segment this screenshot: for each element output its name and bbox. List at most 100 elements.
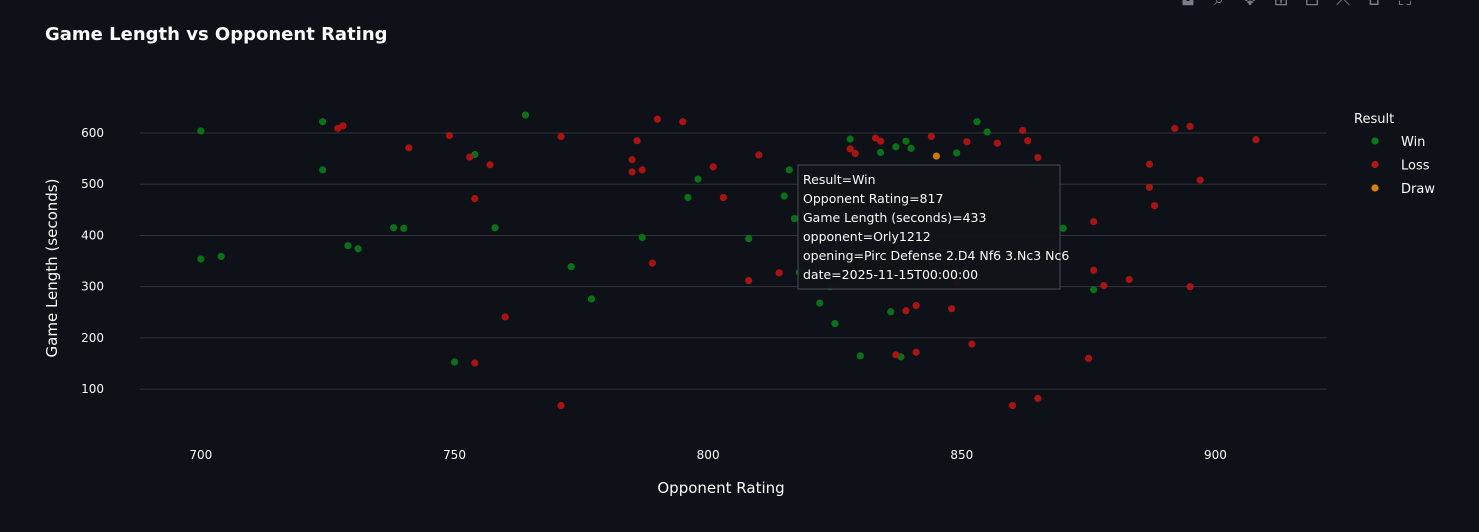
point-loss[interactable] <box>405 144 413 152</box>
point-win[interactable] <box>400 224 408 232</box>
point-win[interactable] <box>450 358 459 366</box>
point-loss[interactable] <box>1034 153 1042 162</box>
point-win[interactable] <box>197 127 205 135</box>
point-loss[interactable] <box>1090 218 1098 226</box>
point-loss[interactable] <box>471 194 479 203</box>
point-loss[interactable] <box>466 153 474 161</box>
point-loss[interactable] <box>851 149 859 158</box>
point-win[interactable] <box>319 166 327 174</box>
point-loss[interactable] <box>912 302 920 310</box>
point-loss[interactable] <box>1100 282 1108 290</box>
point-loss[interactable] <box>628 168 636 176</box>
point-loss[interactable] <box>745 276 753 285</box>
point-win[interactable] <box>831 319 839 328</box>
point-loss[interactable] <box>963 138 971 146</box>
legend-item-win[interactable]: Win <box>1401 135 1425 150</box>
point-loss[interactable] <box>877 137 885 145</box>
point-loss[interactable] <box>993 139 1001 147</box>
point-loss[interactable] <box>775 269 783 277</box>
point-win[interactable] <box>638 233 646 242</box>
point-loss[interactable] <box>846 145 854 153</box>
point-win[interactable] <box>587 295 596 303</box>
point-win[interactable] <box>780 192 788 200</box>
point-loss[interactable] <box>1186 283 1194 291</box>
point-win[interactable] <box>953 149 961 157</box>
point-win[interactable] <box>790 214 798 223</box>
point-loss[interactable] <box>1090 266 1098 274</box>
point-loss[interactable] <box>1024 137 1032 145</box>
point-loss[interactable] <box>1145 160 1154 168</box>
point-loss[interactable] <box>1171 124 1179 132</box>
point-loss[interactable] <box>339 122 347 130</box>
point-win[interactable] <box>684 193 692 202</box>
point-win[interactable] <box>902 137 910 145</box>
point-loss[interactable] <box>902 307 910 315</box>
point-loss[interactable] <box>892 351 900 359</box>
zoom-icon[interactable]: ⌕ <box>1207 0 1231 12</box>
point-loss[interactable] <box>486 161 494 169</box>
point-win[interactable] <box>907 144 915 152</box>
point-win[interactable] <box>197 255 205 263</box>
zoom-out-icon[interactable]: ⊟ <box>1300 0 1324 12</box>
point-loss[interactable] <box>445 131 454 140</box>
point-win[interactable] <box>217 252 225 261</box>
point-win[interactable] <box>344 242 352 250</box>
point-loss[interactable] <box>719 193 727 202</box>
point-loss[interactable] <box>1019 126 1027 135</box>
point-loss[interactable] <box>471 359 479 367</box>
point-loss[interactable] <box>1252 136 1260 144</box>
point-loss[interactable] <box>1008 401 1017 410</box>
reset-axes-icon[interactable]: ⌂ <box>1362 0 1386 12</box>
point-loss[interactable] <box>633 137 641 145</box>
point-loss[interactable] <box>679 118 687 126</box>
point-win[interactable] <box>877 148 885 157</box>
point-win[interactable] <box>846 135 854 143</box>
point-win[interactable] <box>973 118 981 126</box>
point-loss[interactable] <box>1125 275 1133 284</box>
point-win[interactable] <box>354 245 362 253</box>
point-loss[interactable] <box>557 132 565 141</box>
point-loss[interactable] <box>968 340 976 348</box>
point-loss[interactable] <box>1084 354 1093 362</box>
point-loss[interactable] <box>709 163 717 171</box>
point-loss[interactable] <box>755 151 763 159</box>
point-win[interactable] <box>856 352 864 360</box>
point-win[interactable] <box>491 224 499 232</box>
point-loss[interactable] <box>628 156 636 164</box>
point-win[interactable] <box>521 111 530 119</box>
point-win[interactable] <box>1059 224 1067 232</box>
point-win[interactable] <box>567 263 575 271</box>
zoom-in-icon[interactable]: ⊞ <box>1269 0 1293 12</box>
point-loss[interactable] <box>927 132 935 141</box>
point-loss[interactable] <box>638 166 646 174</box>
point-loss[interactable] <box>653 115 662 123</box>
point-loss[interactable] <box>1034 394 1042 402</box>
point-loss[interactable] <box>557 401 565 410</box>
point-win[interactable] <box>319 118 327 126</box>
point-loss[interactable] <box>1145 183 1154 191</box>
autoscale-icon[interactable]: ⤧ <box>1331 0 1355 12</box>
point-win[interactable] <box>983 128 991 136</box>
point-loss[interactable] <box>501 313 509 321</box>
point-win[interactable] <box>745 234 753 243</box>
point-loss[interactable] <box>948 305 956 313</box>
legend-item-draw[interactable]: Draw <box>1401 182 1435 197</box>
point-win[interactable] <box>1090 286 1098 294</box>
legend-item-loss[interactable]: Loss <box>1401 159 1430 174</box>
data-points[interactable] <box>197 111 1260 410</box>
point-win[interactable] <box>694 175 702 183</box>
point-loss[interactable] <box>1150 202 1159 210</box>
camera-icon[interactable]: ◘ <box>1176 0 1200 12</box>
point-win[interactable] <box>390 224 398 232</box>
fullscreen-icon[interactable]: ⛶ <box>1393 0 1417 12</box>
point-loss[interactable] <box>648 259 656 267</box>
point-draw[interactable] <box>932 152 941 160</box>
point-win[interactable] <box>887 308 895 316</box>
point-win[interactable] <box>892 143 900 151</box>
point-win[interactable] <box>785 166 793 174</box>
point-loss[interactable] <box>912 348 920 356</box>
point-win[interactable] <box>816 299 824 307</box>
point-loss[interactable] <box>1196 176 1204 184</box>
point-loss[interactable] <box>1186 122 1194 130</box>
pan-icon[interactable]: ✥ <box>1238 0 1262 12</box>
